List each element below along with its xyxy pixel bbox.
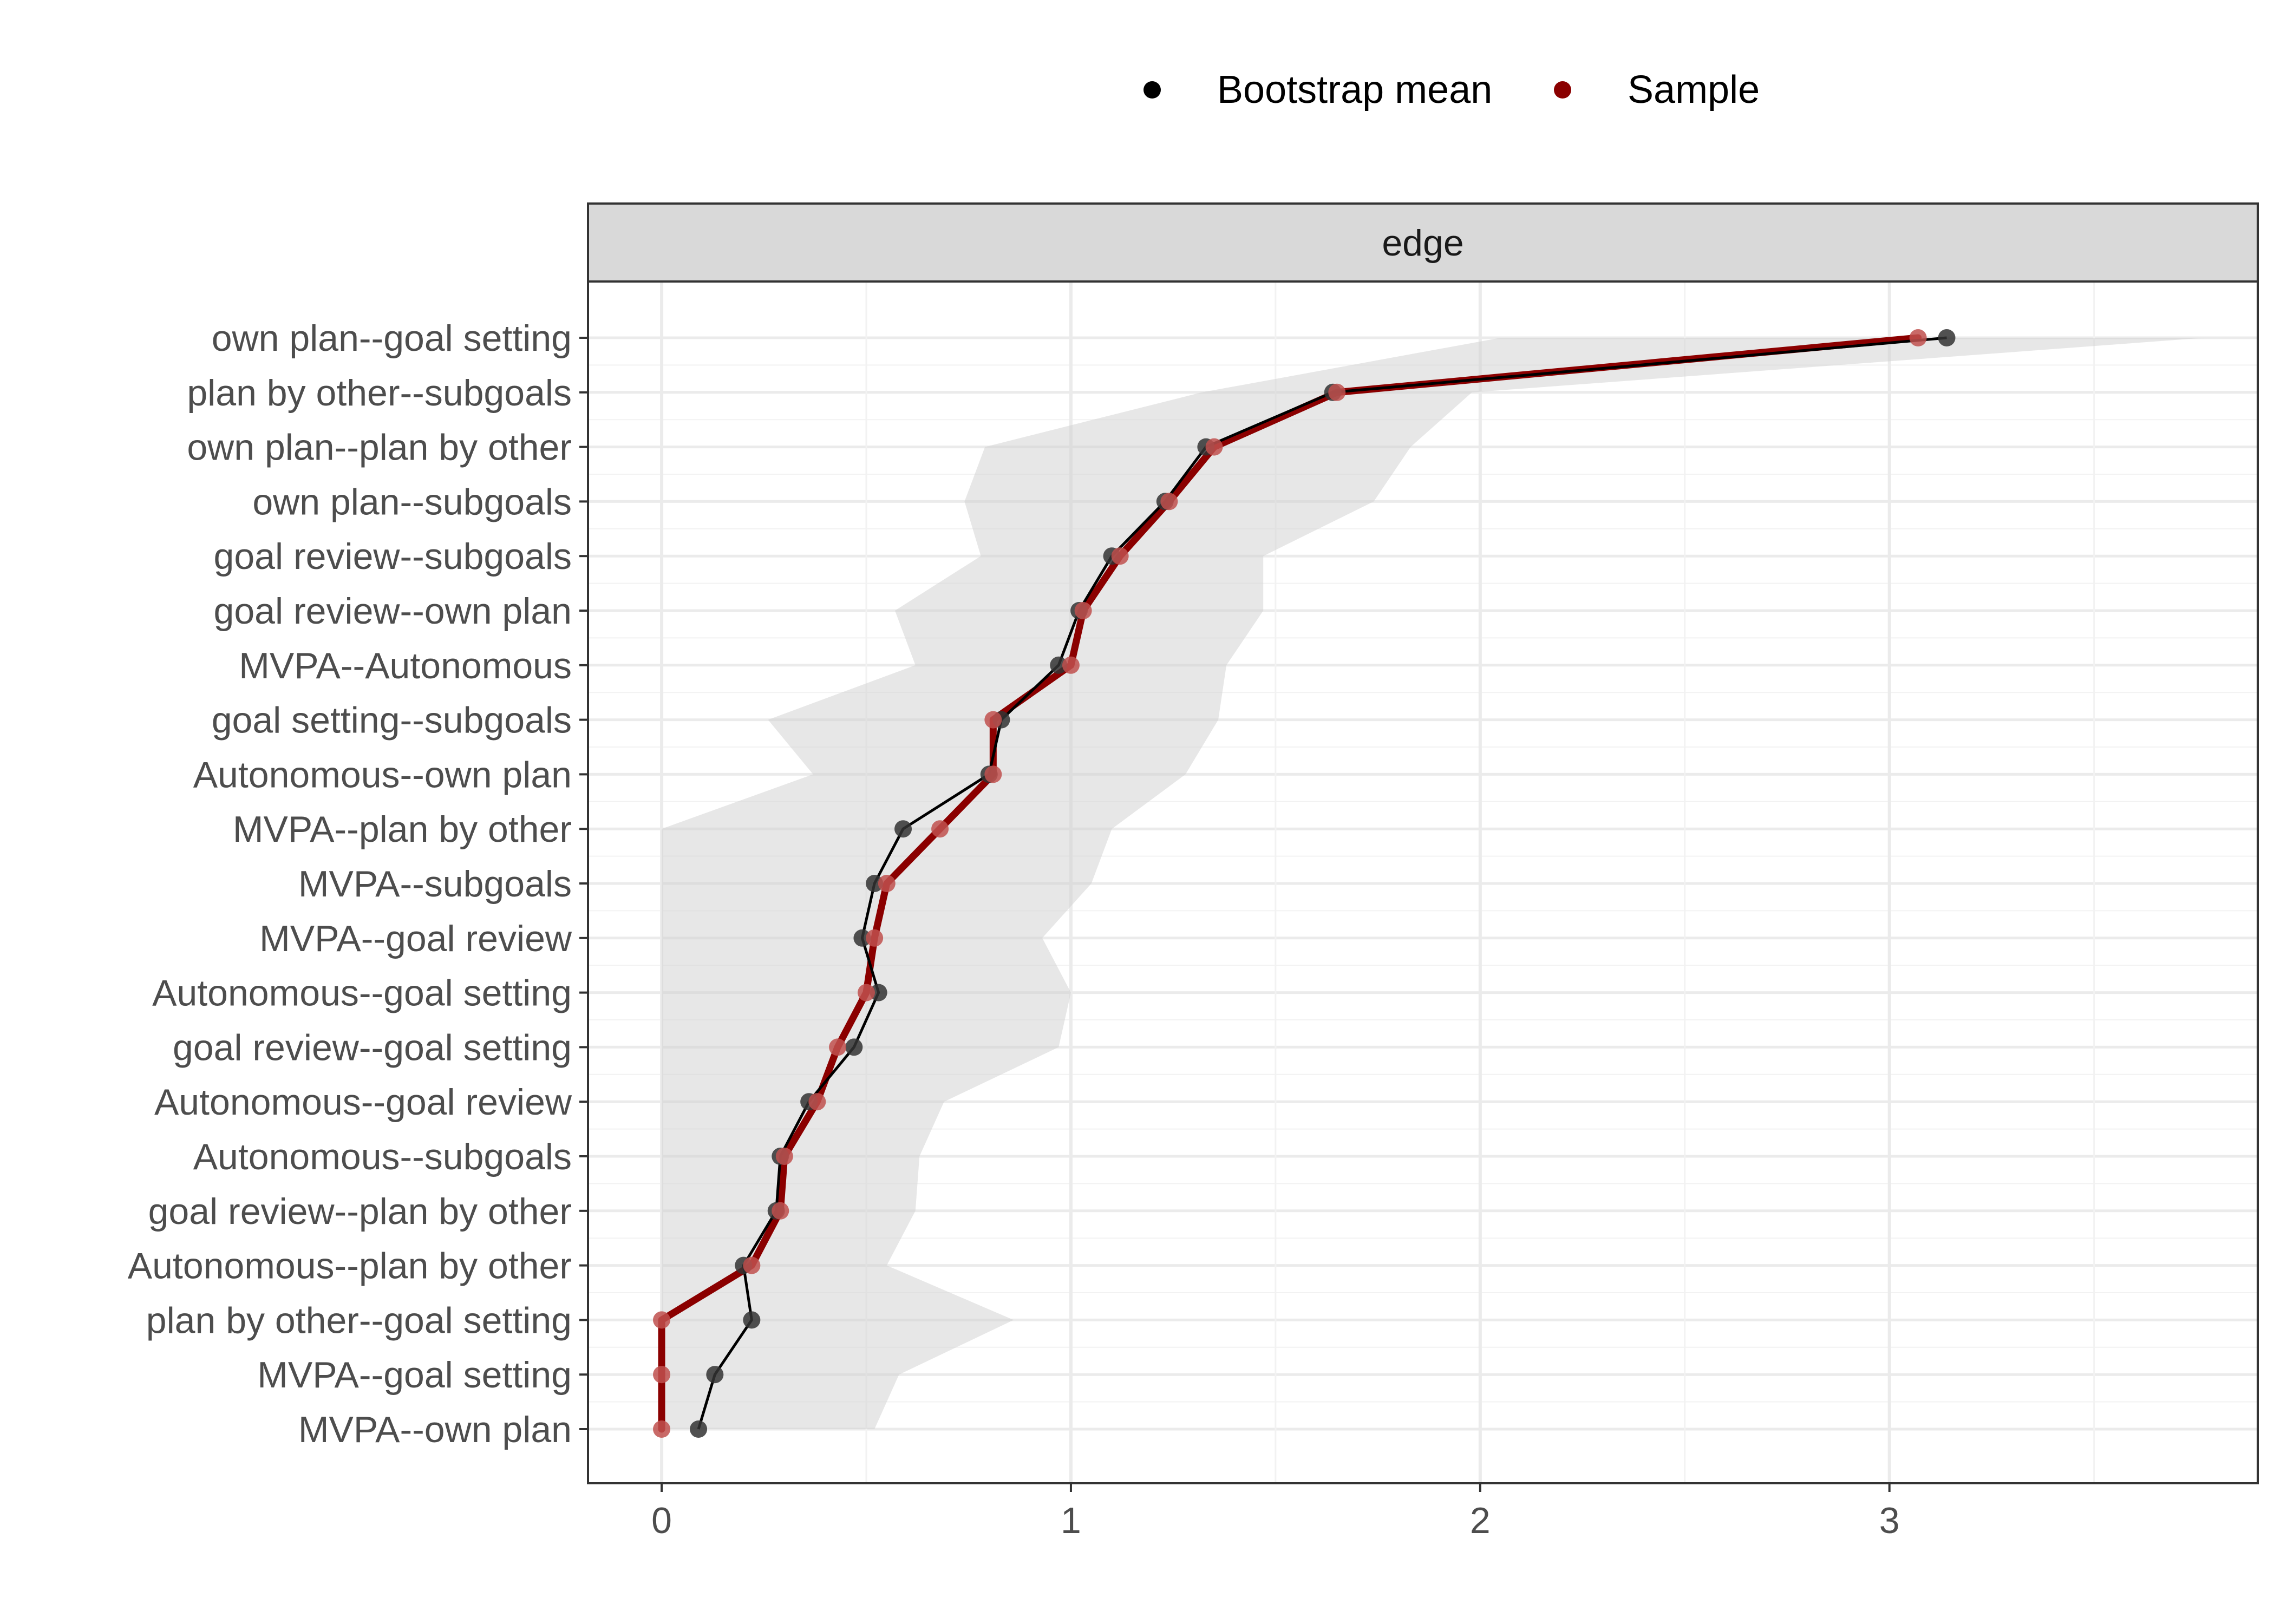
- y-tick-label: goal setting--subgoals: [212, 700, 572, 741]
- sample-point: [653, 1420, 671, 1438]
- x-axis: 0 1 2 3: [651, 1483, 1900, 1541]
- sample-point: [878, 875, 896, 892]
- sample-point: [1074, 602, 1092, 619]
- sample-point: [653, 1366, 671, 1384]
- y-tick-label: goal review--goal setting: [173, 1027, 572, 1068]
- sample-point: [1909, 329, 1927, 346]
- y-tick-label: MVPA--own plan: [298, 1409, 572, 1450]
- sample-point: [984, 711, 1002, 729]
- sample-point: [1111, 547, 1129, 565]
- legend-key-sample: [1554, 81, 1571, 99]
- confidence-interval-band: [662, 338, 2205, 1429]
- sample-point: [1160, 493, 1178, 510]
- legend-label-bootstrap-mean: Bootstrap mean: [1217, 68, 1492, 112]
- sample-point: [1062, 656, 1080, 674]
- bootstrap-mean-point: [1938, 329, 1956, 346]
- y-tick-label: Autonomous--own plan: [193, 754, 572, 795]
- bootstrap-mean-point: [743, 1311, 761, 1329]
- sample-point: [858, 984, 875, 1001]
- y-tick-label: goal review--own plan: [214, 591, 572, 632]
- legend: Bootstrap mean Sample: [1143, 68, 1760, 112]
- sample-point: [829, 1038, 847, 1056]
- legend-label-sample: Sample: [1628, 68, 1760, 112]
- sample-point: [866, 929, 884, 947]
- bootstrap-mean-point: [894, 820, 912, 838]
- y-tick-label: own plan--subgoals: [252, 481, 572, 522]
- x-tick-label: 3: [1879, 1500, 1900, 1541]
- y-tick-label: Autonomous--plan by other: [128, 1246, 572, 1287]
- sample-point: [1328, 383, 1346, 401]
- sample-point: [772, 1202, 789, 1220]
- bootstrap-mean-point: [866, 875, 884, 892]
- bootstrap-mean-point: [1050, 656, 1068, 674]
- confidence-interval-area: [662, 338, 2205, 1429]
- facet-strip-background: [587, 202, 2259, 283]
- x-tick-label: 1: [1061, 1500, 1081, 1541]
- y-tick-label: MVPA--goal setting: [257, 1354, 572, 1396]
- bootstrap-mean-point: [690, 1420, 708, 1438]
- y-tick-label: MVPA--goal review: [259, 918, 572, 959]
- sample-point: [1205, 438, 1223, 456]
- bootstrap-mean-point: [853, 929, 871, 947]
- y-tick-label: MVPA--Autonomous: [239, 645, 572, 686]
- facet-strip-label: edge: [1382, 222, 1463, 264]
- x-tick-label: 0: [651, 1500, 672, 1541]
- y-axis: own plan--goal setting plan by other--sub…: [128, 318, 588, 1450]
- y-tick-label: Autonomous--subgoals: [193, 1136, 572, 1177]
- y-tick-label: own plan--plan by other: [187, 427, 572, 468]
- series-points: [653, 329, 1956, 1438]
- y-tick-label: MVPA--plan by other: [233, 809, 572, 850]
- sample-point: [653, 1311, 671, 1329]
- sample-point: [808, 1093, 826, 1111]
- bootstrap-mean-point: [706, 1366, 724, 1384]
- y-tick-label: Autonomous--goal setting: [152, 973, 572, 1014]
- sample-point: [984, 765, 1002, 783]
- x-tick-label: 2: [1470, 1500, 1491, 1541]
- bootstrap-mean-point: [870, 984, 887, 1001]
- y-tick-label: goal review--plan by other: [148, 1191, 572, 1232]
- y-tick-label: plan by other--goal setting: [146, 1300, 572, 1341]
- sample-point: [743, 1256, 761, 1274]
- sample-point: [775, 1148, 793, 1165]
- y-tick-label: Autonomous--goal review: [154, 1082, 572, 1123]
- bootstrap-mean-point: [845, 1038, 863, 1056]
- legend-key-bootstrap-mean: [1143, 81, 1161, 99]
- y-tick-label: own plan--goal setting: [212, 318, 572, 359]
- y-tick-label: plan by other--subgoals: [187, 372, 572, 414]
- y-tick-label: goal review--subgoals: [214, 536, 572, 577]
- facet-strip: edge: [587, 202, 2259, 283]
- y-tick-label: MVPA--subgoals: [298, 863, 572, 905]
- sample-point: [931, 820, 949, 838]
